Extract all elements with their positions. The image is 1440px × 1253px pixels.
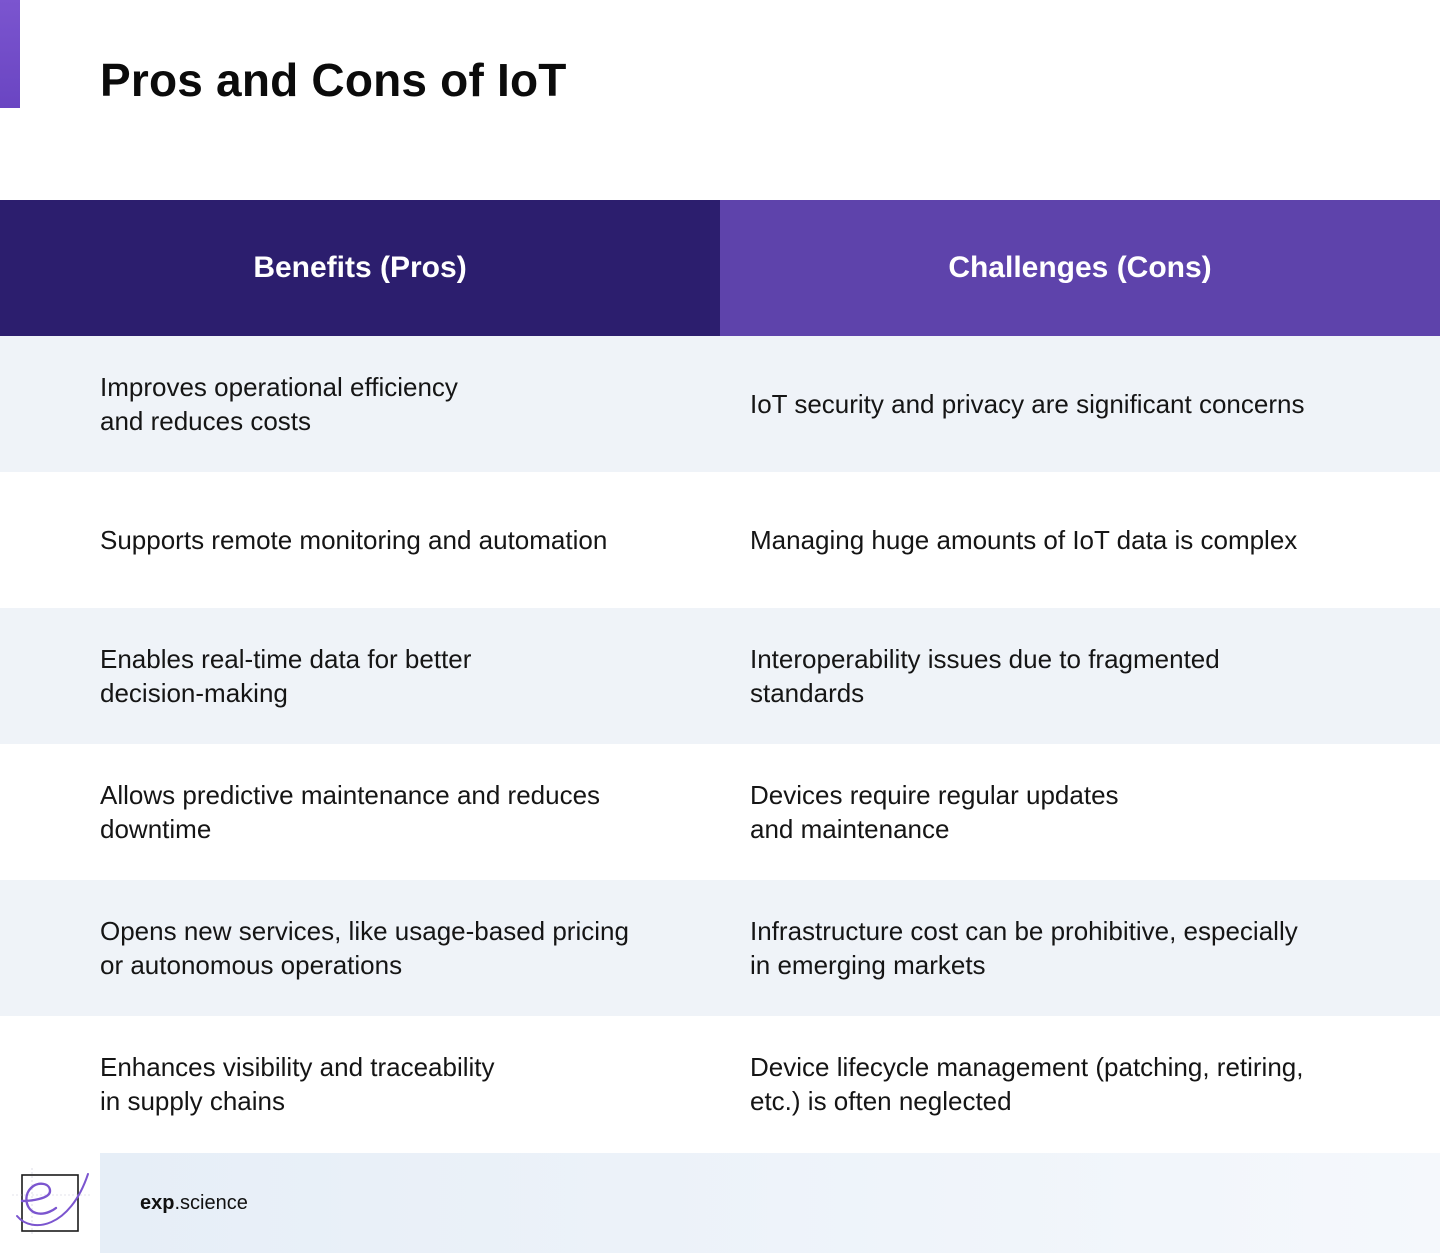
con-cell: Interoperability issues due to fragmente…: [750, 644, 1220, 708]
footer-bar: exp.science: [100, 1153, 1440, 1253]
pro-cell: Allows predictive maintenance and reduce…: [100, 780, 601, 844]
page-title: Pros and Cons of IoT: [100, 54, 567, 106]
con-cell: Managing huge amounts of IoT data is com…: [750, 525, 1298, 555]
table-row: Supports remote monitoring and automatio…: [0, 472, 1440, 608]
brand-wordmark-rest: .science: [174, 1192, 248, 1214]
pro-cell: Enables real-time data for better decisi…: [100, 644, 472, 708]
table-row: Enhances visibility and traceability in …: [0, 1016, 1440, 1152]
table-row: Enables real-time data for better decisi…: [0, 608, 1440, 744]
pros-cons-table: Benefits (Pros) Challenges (Cons) Improv…: [0, 200, 1440, 1152]
brand-wordmark-bold: exp: [140, 1192, 175, 1214]
header-pros: Benefits (Pros): [0, 200, 720, 336]
con-cell: Infrastructure cost can be prohibitive, …: [750, 916, 1298, 980]
header-cons: Challenges (Cons): [720, 200, 1440, 336]
brand-wordmark: exp.science: [140, 1191, 248, 1215]
pro-cell: Supports remote monitoring and automatio…: [100, 525, 608, 555]
pro-cell: Opens new services, like usage-based pri…: [100, 916, 629, 980]
pro-cell: Enhances visibility and traceability in …: [100, 1052, 495, 1116]
table-header-row: Benefits (Pros) Challenges (Cons): [0, 200, 1440, 336]
accent-bar: [0, 0, 20, 108]
con-cell: IoT security and privacy are significant…: [750, 389, 1305, 419]
pro-cell: Improves operational efficiency and redu…: [100, 372, 458, 436]
con-cell: Device lifecycle management (patching, r…: [750, 1052, 1304, 1116]
table-row: Improves operational efficiency and redu…: [0, 336, 1440, 472]
con-cell: Devices require regular updates and main…: [750, 780, 1119, 844]
exp-science-logo-icon: [12, 1168, 92, 1234]
table-row: Opens new services, like usage-based pri…: [0, 880, 1440, 1016]
table-row: Allows predictive maintenance and reduce…: [0, 744, 1440, 880]
